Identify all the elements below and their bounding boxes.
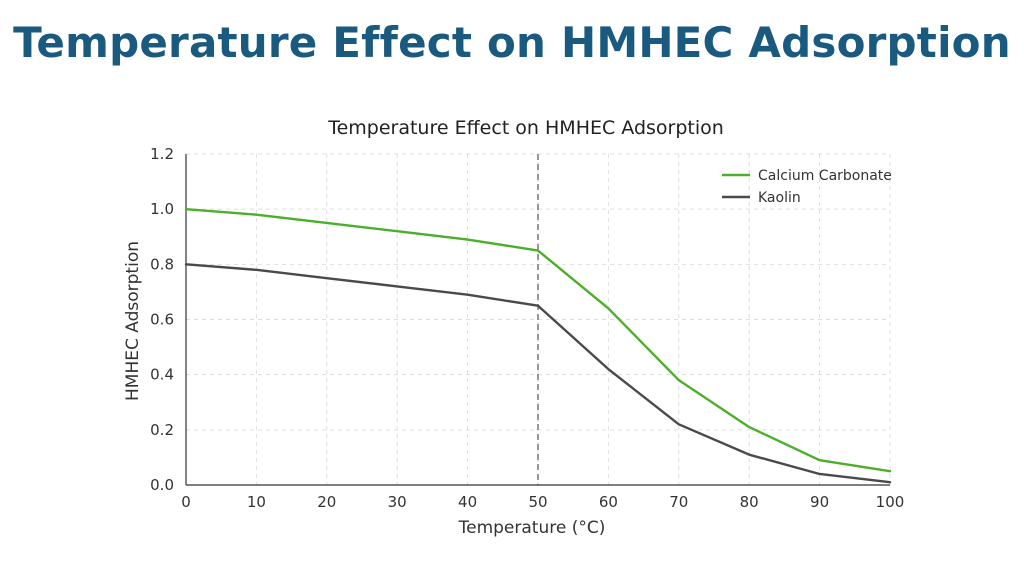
x-axis-label: Temperature (°C) xyxy=(458,518,606,538)
x-tick-label: 50 xyxy=(528,493,547,511)
x-tick-label: 80 xyxy=(740,493,759,511)
y-tick-label: 0.6 xyxy=(150,311,174,329)
x-tick-label: 60 xyxy=(599,493,618,511)
y-tick-label: 0.4 xyxy=(150,366,174,384)
chart-title: Temperature Effect on HMHEC Adsorption xyxy=(327,117,724,139)
y-tick-label: 0.2 xyxy=(150,421,174,439)
x-tick-label: 90 xyxy=(810,493,829,511)
y-axis-label: HMHEC Adsorption xyxy=(123,241,143,401)
y-tick-label: 1.0 xyxy=(150,200,174,218)
legend: Calcium Carbonate Kaolin xyxy=(722,168,892,206)
chart-panel: Temperature Effect on HMHEC Adsorption 0… xyxy=(108,100,908,548)
x-tick-label: 30 xyxy=(388,493,407,511)
y-tick-label: 0.8 xyxy=(150,255,174,273)
x-tick-label: 20 xyxy=(317,493,336,511)
x-tick-label: 100 xyxy=(876,493,905,511)
x-tick-label: 40 xyxy=(458,493,477,511)
tick-labels: 0 10 20 30 40 50 60 70 80 90 100 0.0 0.2 0.4 0.6 0.8 1.0… xyxy=(150,145,904,511)
x-tick-label: 10 xyxy=(247,493,266,511)
y-tick-label: 1.2 xyxy=(150,145,174,163)
legend-label-calcium-carbonate: Calcium Carbonate xyxy=(758,168,892,184)
x-tick-label: 0 xyxy=(181,493,191,511)
y-tick-label: 0.0 xyxy=(150,476,174,494)
series-lines xyxy=(184,207,892,484)
legend-label-kaolin: Kaolin xyxy=(758,190,801,206)
line-chart: Temperature Effect on HMHEC Adsorption 0… xyxy=(123,117,904,538)
x-tick-label: 70 xyxy=(669,493,688,511)
page-title: Temperature Effect on HMHEC Adsorption xyxy=(13,18,1011,67)
